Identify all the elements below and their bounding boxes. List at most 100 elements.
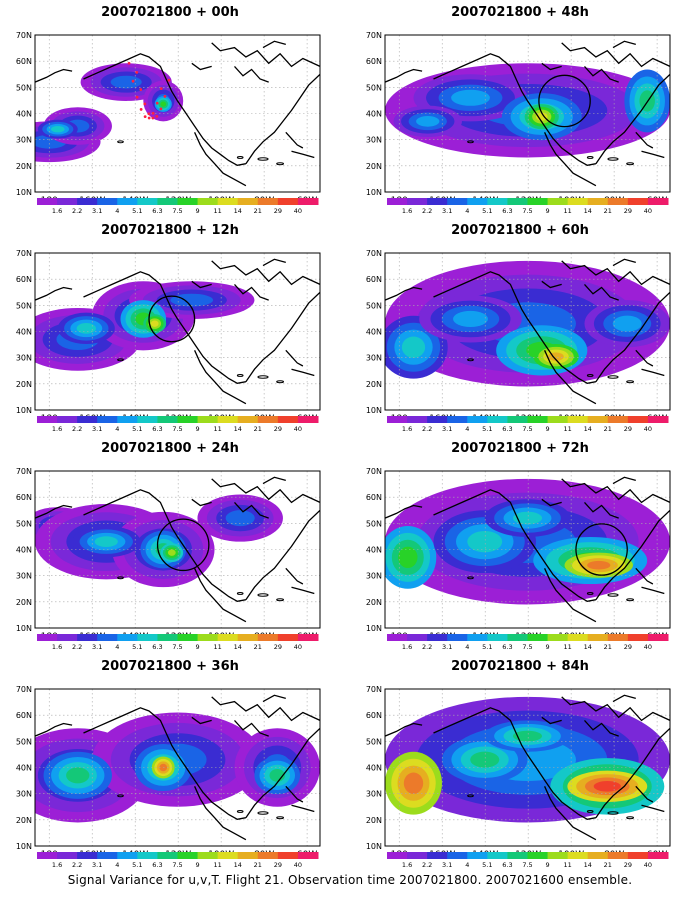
colorbar-label: 3.1 [442,861,452,869]
lat-tick-label: 50N [16,737,32,746]
map-svg: 70N60N50N40N30N20N10N180160W140W120W100W… [16,467,321,651]
colorbar-label: 2.2 [422,643,432,651]
colorbar-swatch [77,634,98,641]
colorbar-label: 11 [214,643,222,651]
colorbar-swatch [297,416,319,423]
coastline [584,501,619,519]
colorbar-swatch [297,852,319,859]
target-region-circle [148,295,196,343]
island [117,576,124,580]
lat-tick-label: 60N [366,57,382,66]
map-frame [384,252,671,411]
colorbar-label: 9 [546,861,550,869]
coastlines [385,40,670,187]
coastline [35,286,73,301]
lat-tick-label: 50N [366,83,382,92]
colorbar-swatch [137,198,158,205]
colorbar-label: 9 [196,643,200,651]
map-frame [34,252,321,411]
variance-contour [467,530,503,553]
coastline [35,722,73,737]
map-panel: 2007021800 + 24h70N60N50N40N30N20N10N180… [0,441,340,659]
lat-tick-label: 10N [366,624,382,633]
coastline [191,280,212,289]
map-frame [384,34,671,193]
coastline [433,707,597,820]
lat-tick-label: 20N [366,162,382,171]
grid [35,689,320,846]
map-frame [34,470,321,629]
colorbar-label: 11 [564,861,572,869]
coastline [584,719,619,737]
colorbar-label: 29 [624,861,632,869]
target-region-circle [538,74,591,128]
coastlines [35,476,320,623]
coastline [234,719,269,737]
coastline [194,132,247,187]
coastline [641,368,665,377]
island [607,593,619,597]
colorbar-swatch [57,852,78,859]
panel-title: 2007021800 + 00h [101,5,239,20]
target-region-circle [156,518,210,572]
island [236,810,244,813]
coastlines [385,476,670,623]
colorbar-swatch [277,416,299,423]
coastline [245,509,320,601]
coastline [385,286,423,301]
colorbar-swatch [57,416,78,423]
variance-field [385,696,670,823]
colorbar-label: 1.6 [402,861,412,869]
colorbar-label: 5.1 [482,207,492,215]
colorbar-swatch [567,416,589,423]
observation-point [131,79,135,83]
grid [385,35,670,192]
lat-tick-label: 20N [366,816,382,825]
lat-tick-label: 10N [16,842,32,851]
colorbar-swatch [37,634,58,641]
colorbar-swatch [197,416,219,423]
colorbar-swatch [237,198,259,205]
lat-tick-label: 60N [16,275,32,284]
colorbar-swatch [237,416,259,423]
island [607,157,619,161]
colorbar-label: 6.3 [502,425,512,433]
colorbar-label: 6.3 [152,425,162,433]
coastline [544,786,597,841]
colorbar-swatch [587,198,609,205]
colorbar-swatch [647,852,669,859]
coastline [83,271,247,384]
coastline [234,501,269,519]
grid [385,253,670,410]
grid [35,471,320,628]
colorbar-label: 3.1 [92,425,102,433]
colorbar-label: 21 [604,861,612,869]
lat-tick-label: 30N [16,790,32,799]
colorbar-label: 4 [465,643,469,651]
variance-contour [593,781,621,792]
island [117,358,124,362]
colorbar-label: 21 [254,861,262,869]
coastline [635,567,654,585]
lat-tick-label: 10N [366,406,382,415]
coastline [211,478,320,504]
lat-tick-label: 30N [366,572,382,581]
lat-tick-label: 40N [366,764,382,773]
coastline [245,73,320,165]
colorbar-swatch [527,416,549,423]
colorbar-label: 9 [546,207,550,215]
island [626,380,635,384]
coastline [211,260,320,286]
colorbar-swatch [197,852,219,859]
colorbar-swatch [177,198,199,205]
coastline [635,785,654,803]
colorbar-label: 21 [604,643,612,651]
coastline [641,586,665,595]
colorbar-swatch [117,416,138,423]
variance-field [35,712,320,823]
coastline [262,476,286,485]
island [236,592,244,595]
colorbar-swatch [407,198,428,205]
colorbar-swatch [77,416,98,423]
colorbar-swatch [237,852,259,859]
